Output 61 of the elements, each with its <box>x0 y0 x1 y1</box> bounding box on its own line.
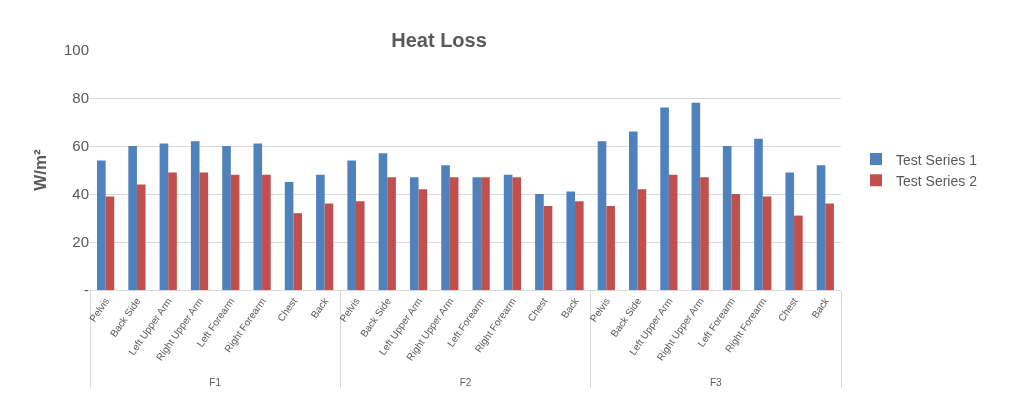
bar <box>293 213 302 290</box>
bar <box>606 206 615 290</box>
bar <box>660 107 669 290</box>
y-tick-label: 40 <box>72 185 89 203</box>
bar <box>762 196 772 290</box>
y-tick-label: 100 <box>63 41 89 59</box>
bar <box>503 174 513 290</box>
bar <box>105 196 115 290</box>
bar <box>441 165 450 290</box>
bar <box>597 141 607 290</box>
bar <box>575 201 584 290</box>
bar <box>754 138 763 290</box>
bar <box>97 160 106 290</box>
bar <box>378 153 388 290</box>
bar <box>387 177 396 290</box>
bar <box>731 194 741 290</box>
bar <box>825 203 834 290</box>
bar <box>785 172 795 290</box>
legend-label: Test Series 1 <box>896 151 978 168</box>
bar <box>284 182 294 290</box>
y-tick-label: - <box>84 281 89 299</box>
y-tick-label: 80 <box>72 89 89 107</box>
text: F2 <box>459 376 472 388</box>
bar <box>159 143 169 290</box>
y-axis-title: W/m² <box>31 148 50 191</box>
bar <box>691 102 701 290</box>
bar <box>512 177 522 290</box>
bar <box>262 174 271 290</box>
bar <box>472 177 482 290</box>
bar <box>418 189 428 290</box>
bar <box>316 174 325 290</box>
legend-label: Test Series 2 <box>896 172 978 189</box>
bar <box>535 194 544 290</box>
bar <box>409 177 419 290</box>
bar <box>190 141 200 290</box>
bar <box>222 146 231 290</box>
bar <box>637 189 647 290</box>
bar <box>629 131 638 290</box>
bar <box>230 174 240 290</box>
bar <box>253 143 263 290</box>
bar <box>128 146 137 290</box>
bar <box>722 146 732 290</box>
y-tick-label: 20 <box>72 233 89 251</box>
bar <box>168 172 177 290</box>
bar <box>543 206 553 290</box>
bar <box>449 177 459 290</box>
bar <box>481 177 490 290</box>
bar <box>136 184 146 290</box>
bar <box>700 177 709 290</box>
y-tick-label: 60 <box>72 137 89 155</box>
bar <box>668 174 678 290</box>
bar <box>347 160 356 290</box>
chart-title: Heat Loss <box>391 28 487 51</box>
bar <box>324 203 334 290</box>
bar <box>199 172 209 290</box>
bar <box>816 165 826 290</box>
text: F1 <box>209 376 222 388</box>
text: F3 <box>709 376 723 388</box>
bar <box>794 215 803 290</box>
bar <box>566 191 576 290</box>
bar <box>355 201 365 290</box>
